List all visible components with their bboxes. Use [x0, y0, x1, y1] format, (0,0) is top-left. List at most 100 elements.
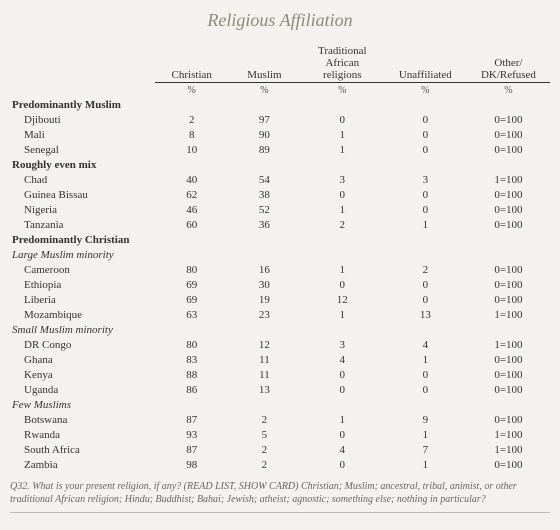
- cell-value: 1: [301, 412, 384, 427]
- country-name: Cameroon: [10, 262, 155, 277]
- cell-value: 0: [301, 427, 384, 442]
- cell-value: 2: [228, 412, 301, 427]
- table-row: South Africa872471=100: [10, 442, 550, 457]
- section-header: Roughly even mix: [10, 157, 550, 172]
- country-name: Botswana: [10, 412, 155, 427]
- cell-value: 30: [228, 277, 301, 292]
- country-name: South Africa: [10, 442, 155, 457]
- cell-value: 1=100: [467, 307, 550, 322]
- country-name: Liberia: [10, 292, 155, 307]
- cell-value: 87: [155, 442, 228, 457]
- cell-value: 89: [228, 142, 301, 157]
- section-header: Predominantly Muslim: [10, 97, 550, 112]
- cell-value: 86: [155, 382, 228, 397]
- subsection-header: Small Muslim minority: [10, 322, 550, 337]
- cell-value: 0: [384, 367, 467, 382]
- table-row: Djibouti297000=100: [10, 112, 550, 127]
- cell-value: 3: [301, 337, 384, 352]
- col-header-3: Unaffiliated: [384, 43, 467, 83]
- cell-value: 1: [384, 457, 467, 472]
- religious-affiliation-table: Religious Affiliation ChristianMuslimTra…: [0, 0, 560, 530]
- cell-value: 60: [155, 217, 228, 232]
- cell-value: 23: [228, 307, 301, 322]
- cell-value: 1=100: [467, 427, 550, 442]
- cell-value: 1: [301, 307, 384, 322]
- cell-value: 5: [228, 427, 301, 442]
- pct-symbol: %: [467, 83, 550, 98]
- cell-value: 36: [228, 217, 301, 232]
- table-row: Guinea Bissau6238000=100: [10, 187, 550, 202]
- cell-value: 0=100: [467, 277, 550, 292]
- cell-value: 0: [301, 367, 384, 382]
- cell-value: 69: [155, 277, 228, 292]
- cell-value: 0=100: [467, 352, 550, 367]
- cell-value: 2: [155, 112, 228, 127]
- section-header: Predominantly Christian: [10, 232, 550, 247]
- cell-value: 40: [155, 172, 228, 187]
- col-header-2: TraditionalAfricanreligions: [301, 43, 384, 83]
- cell-value: 62: [155, 187, 228, 202]
- cell-value: 1: [384, 352, 467, 367]
- cell-value: 80: [155, 262, 228, 277]
- table-row: Senegal1089100=100: [10, 142, 550, 157]
- table-row: Uganda8613000=100: [10, 382, 550, 397]
- table-body: %%%%%Predominantly MuslimDjibouti297000=…: [10, 83, 550, 473]
- cell-value: 19: [228, 292, 301, 307]
- country-name: Zambia: [10, 457, 155, 472]
- table-head: ChristianMuslimTraditionalAfricanreligio…: [10, 43, 550, 83]
- cell-value: 1: [384, 427, 467, 442]
- cell-value: 0: [301, 112, 384, 127]
- cell-value: 0: [384, 142, 467, 157]
- country-name: Tanzania: [10, 217, 155, 232]
- cell-value: 0=100: [467, 142, 550, 157]
- table-row: Botswana872190=100: [10, 412, 550, 427]
- cell-value: 8: [155, 127, 228, 142]
- pct-symbol: %: [384, 83, 467, 98]
- cell-value: 0: [384, 127, 467, 142]
- subsection-header: Large Muslim minority: [10, 247, 550, 262]
- footnote: Q32. What is your present religion, if a…: [10, 480, 550, 513]
- country-name: Mali: [10, 127, 155, 142]
- country-name: Uganda: [10, 382, 155, 397]
- cell-value: 0=100: [467, 127, 550, 142]
- cell-value: 16: [228, 262, 301, 277]
- cell-value: 88: [155, 367, 228, 382]
- cell-value: 0=100: [467, 217, 550, 232]
- cell-value: 11: [228, 352, 301, 367]
- cell-value: 54: [228, 172, 301, 187]
- cell-value: 2: [228, 442, 301, 457]
- cell-value: 4: [301, 442, 384, 457]
- cell-value: 0: [384, 382, 467, 397]
- cell-value: 1: [301, 262, 384, 277]
- table-row: Zambia982010=100: [10, 457, 550, 472]
- pct-symbol: %: [301, 83, 384, 98]
- cell-value: 7: [384, 442, 467, 457]
- cell-value: 4: [301, 352, 384, 367]
- cell-value: 9: [384, 412, 467, 427]
- table-row: Tanzania6036210=100: [10, 217, 550, 232]
- cell-value: 0: [384, 112, 467, 127]
- table-row: Chad4054331=100: [10, 172, 550, 187]
- country-name: Rwanda: [10, 427, 155, 442]
- cell-value: 1=100: [467, 337, 550, 352]
- country-name: Ethiopia: [10, 277, 155, 292]
- cell-value: 0=100: [467, 382, 550, 397]
- cell-value: 83: [155, 352, 228, 367]
- country-name: Kenya: [10, 367, 155, 382]
- cell-value: 69: [155, 292, 228, 307]
- cell-value: 12: [228, 337, 301, 352]
- cell-value: 1=100: [467, 442, 550, 457]
- cell-value: 87: [155, 412, 228, 427]
- cell-value: 10: [155, 142, 228, 157]
- table-row: Nigeria4652100=100: [10, 202, 550, 217]
- country-name: Djibouti: [10, 112, 155, 127]
- table-row: Ghana8311410=100: [10, 352, 550, 367]
- cell-value: 90: [228, 127, 301, 142]
- cell-value: 0: [384, 187, 467, 202]
- cell-value: 1: [301, 127, 384, 142]
- country-name: Mozambique: [10, 307, 155, 322]
- cell-value: 0: [384, 277, 467, 292]
- cell-value: 13: [384, 307, 467, 322]
- col-header-4: Other/DK/Refused: [467, 43, 550, 83]
- cell-value: 0: [384, 202, 467, 217]
